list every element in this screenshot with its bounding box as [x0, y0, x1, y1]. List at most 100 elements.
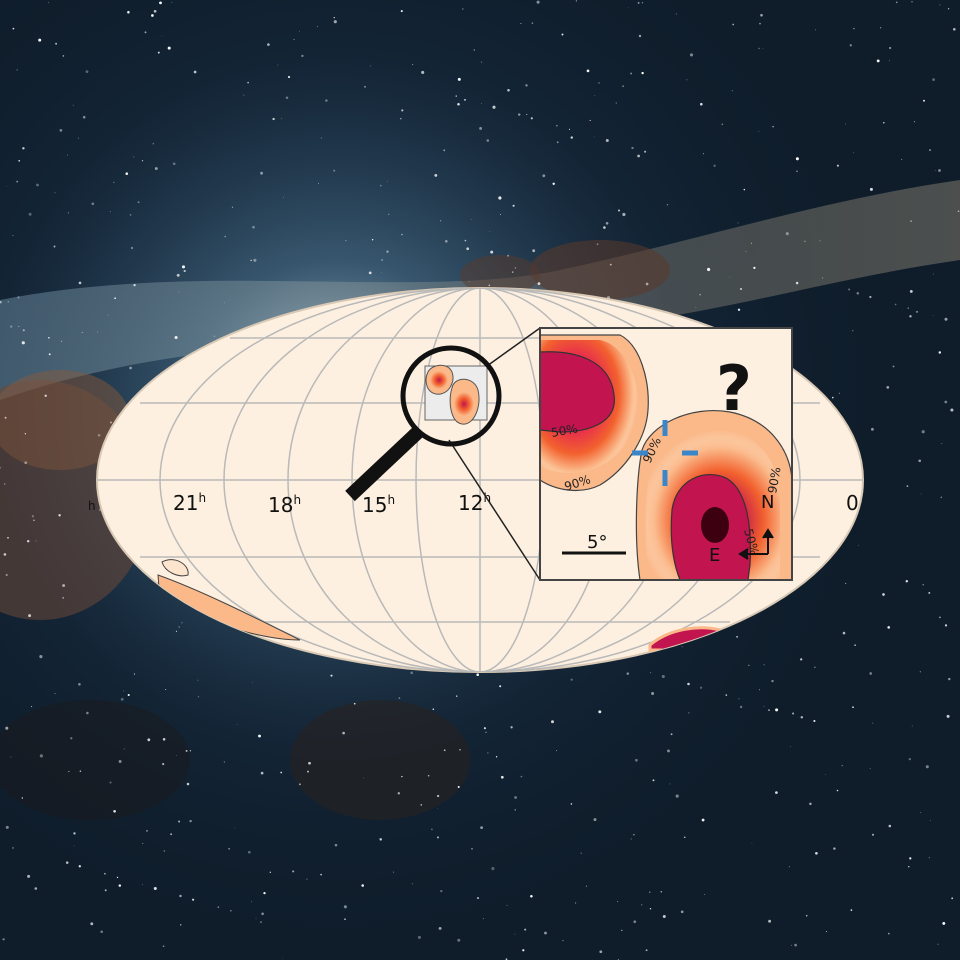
star — [876, 59, 880, 63]
star — [848, 288, 851, 291]
star — [870, 427, 874, 431]
question-mark: ? — [716, 352, 752, 425]
star — [641, 2, 643, 4]
star — [532, 249, 536, 253]
star — [637, 154, 640, 158]
star — [162, 763, 165, 766]
star — [293, 39, 295, 41]
star — [333, 16, 335, 19]
star — [853, 152, 855, 154]
star — [514, 933, 516, 935]
star — [35, 540, 37, 542]
star — [185, 749, 188, 752]
localization-blobs — [424, 364, 488, 425]
star — [731, 90, 733, 92]
star — [568, 128, 571, 131]
star — [596, 243, 599, 246]
star — [411, 883, 413, 885]
star — [950, 408, 954, 412]
inset-peak — [701, 507, 729, 543]
star — [852, 330, 854, 332]
star — [28, 614, 32, 618]
star — [62, 55, 65, 57]
star — [371, 238, 374, 241]
star — [920, 812, 922, 813]
star — [800, 716, 803, 719]
star — [609, 263, 612, 266]
star — [530, 117, 533, 120]
star — [189, 750, 191, 752]
star — [901, 158, 903, 160]
star — [175, 630, 178, 632]
star — [942, 921, 946, 925]
star — [113, 809, 116, 813]
star — [363, 777, 365, 779]
star — [635, 758, 638, 762]
star — [872, 722, 874, 724]
star — [456, 695, 458, 697]
star — [183, 269, 186, 273]
star — [3, 553, 7, 556]
star — [514, 809, 516, 811]
star — [480, 826, 484, 830]
star — [689, 53, 694, 57]
star — [561, 33, 564, 36]
star — [919, 671, 921, 673]
star — [17, 296, 20, 299]
star — [598, 710, 602, 714]
star — [38, 38, 42, 42]
star — [58, 514, 61, 517]
star — [675, 794, 679, 798]
star — [370, 65, 372, 67]
star — [869, 295, 872, 299]
zoom-inset: 50% 90% 90% 90% 50% 5° N E — [539, 327, 793, 581]
star — [152, 143, 155, 145]
star — [400, 10, 403, 13]
star — [795, 157, 799, 161]
star — [455, 95, 457, 97]
star — [887, 626, 890, 629]
star — [444, 239, 448, 243]
star — [110, 421, 112, 424]
star — [490, 250, 494, 254]
star — [520, 775, 523, 778]
star — [223, 761, 225, 763]
star — [73, 832, 76, 835]
star — [721, 123, 723, 125]
star — [938, 616, 941, 619]
star — [437, 808, 439, 809]
ra-label-21: 21h — [173, 491, 206, 515]
star — [688, 712, 690, 714]
star — [127, 693, 130, 697]
star — [481, 103, 482, 104]
star — [745, 251, 747, 253]
star — [750, 242, 752, 244]
star — [842, 631, 846, 635]
star — [762, 47, 764, 49]
star — [704, 894, 705, 895]
star — [159, 1, 162, 5]
star — [292, 870, 295, 873]
star — [644, 150, 647, 153]
star — [320, 873, 322, 876]
star — [464, 239, 467, 242]
star — [174, 335, 178, 340]
star — [589, 119, 591, 121]
star — [97, 434, 101, 437]
star — [850, 909, 853, 911]
star — [758, 689, 761, 691]
star — [353, 702, 356, 705]
star — [700, 686, 703, 689]
star — [836, 164, 839, 167]
star — [593, 818, 597, 822]
star — [922, 584, 924, 586]
star — [0, 466, 1, 469]
star — [530, 895, 533, 898]
ra-label-edge-left: h — [88, 499, 96, 513]
star — [10, 756, 12, 758]
star — [737, 308, 741, 312]
star — [495, 756, 498, 758]
star — [737, 222, 739, 224]
star — [130, 246, 134, 250]
star — [552, 182, 555, 186]
